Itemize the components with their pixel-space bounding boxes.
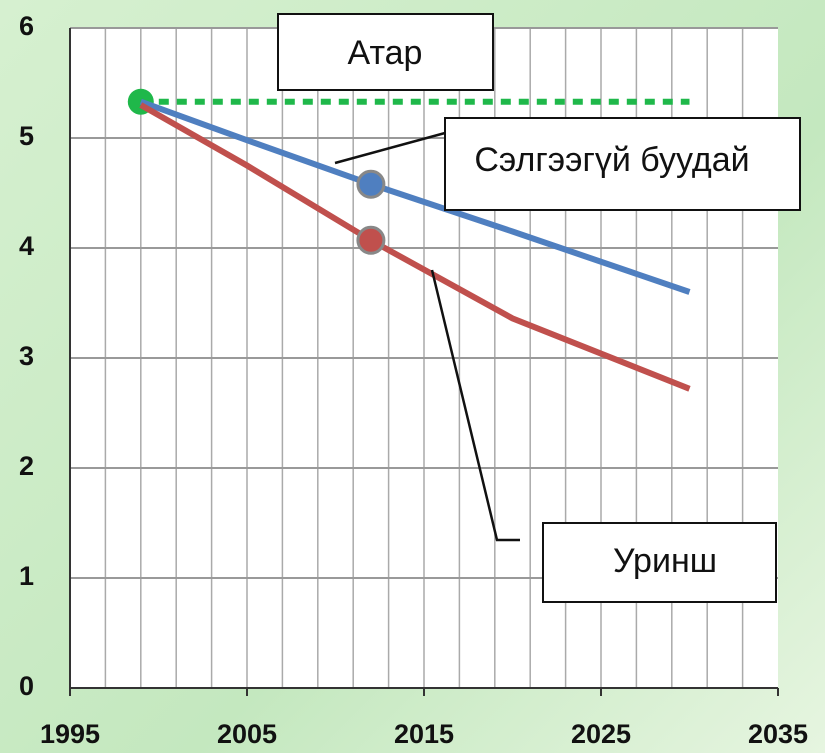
y-tick-label: 2 <box>19 451 34 481</box>
series-label: Уринш <box>613 542 717 580</box>
y-tick-label: 6 <box>19 11 34 41</box>
x-tick-label: 1995 <box>40 719 100 749</box>
y-tick-label: 4 <box>19 231 34 261</box>
series-label: Сэлгээгүй буудай <box>474 141 749 179</box>
y-tick-label: 3 <box>19 341 34 371</box>
x-tick-label: 2025 <box>571 719 631 749</box>
x-tick-label: 2005 <box>217 719 277 749</box>
point-marker <box>358 171 384 197</box>
x-tick-label: 2015 <box>394 719 454 749</box>
series-label: Атар <box>348 34 423 72</box>
point-marker <box>358 227 384 253</box>
y-tick-label: 5 <box>19 121 34 151</box>
y-tick-label: 1 <box>19 561 34 591</box>
chart: 0 1 2 3 4 5 6 1995 2005 2015 2025 2035 Атар Сэлгээгүй… <box>0 0 825 753</box>
x-tick-label: 2035 <box>748 719 808 749</box>
y-tick-label: 0 <box>19 671 34 701</box>
